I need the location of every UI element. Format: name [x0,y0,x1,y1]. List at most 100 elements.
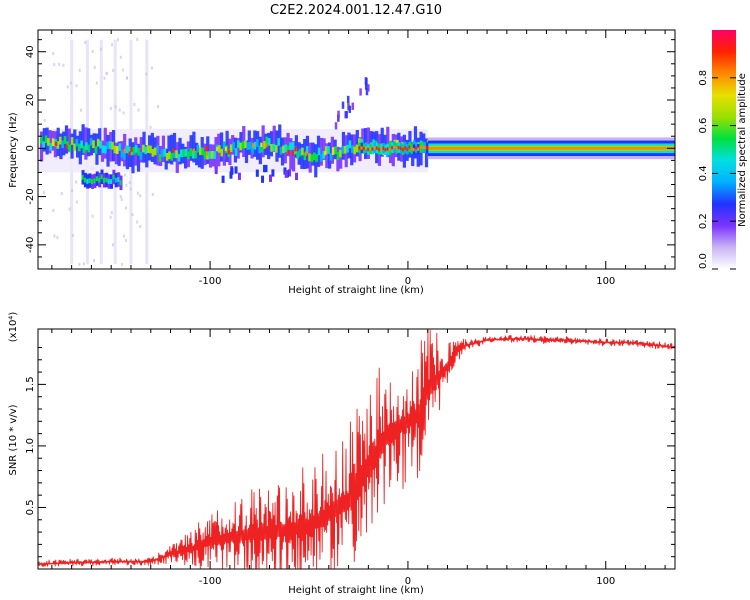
heatmap-cell [229,144,233,153]
spectrogram-frame [37,29,676,270]
heatmap-cell [269,174,273,182]
heatmap-cell [234,148,238,156]
heatmap-cell [221,175,225,183]
heatmap-cell [347,103,350,111]
heatmap-cell [264,164,268,173]
heatmap-speck [139,194,142,198]
heatmap-cell [296,151,299,159]
heatmap-cell [42,128,46,152]
heatmap-side-lobe-core [91,179,94,185]
x-tick-label: 100 [596,576,615,587]
heatmap-cell [125,146,130,170]
heatmap-hotspot [386,147,389,151]
heatmap-cell [324,146,328,154]
heatmap-cell [170,134,174,165]
heatmap-speck [105,71,108,75]
heatmap-cell [203,151,207,160]
heatmap-cell [267,138,271,146]
heatmap-hotspot [287,149,290,155]
heatmap-cell [153,147,157,156]
heatmap-cell [87,144,91,153]
heatmap-cell [208,151,212,159]
heatmap-hotspot [206,151,209,156]
snr-y-multiplier: (x10⁴) [8,312,19,343]
heatmap-cell [246,142,250,150]
heatmap-cell [348,105,352,113]
heatmap-cell [170,153,174,161]
heatmap-speck [99,47,102,51]
heatmap-hotspot [410,146,413,151]
heatmap-speck [52,52,55,56]
carrier-band [427,146,675,150]
heatmap-hotspot [65,144,68,149]
heatmap-cell [267,132,271,160]
heatmap-cell [341,131,346,160]
heatmap-cell [232,141,235,150]
heatmap-speck [93,258,96,262]
heatmap-speck [75,84,78,88]
heatmap-speck [111,43,114,47]
heatmap-cell [59,133,63,160]
figure-title: C2E2.2024.001.12.47.G10 [270,3,442,18]
heatmap-hotspot [397,145,400,150]
heatmap-cell [73,129,77,150]
heatmap-cell [165,153,169,161]
colorbar-ticks: 0.0 0.2 0.4 0.6 0.8 [698,70,736,270]
heatmap-cell [145,145,149,168]
heatmap-hotspot [415,145,417,150]
heatmap-hotspot [365,145,367,150]
heatmap-speck [91,49,94,53]
heatmap-cell [172,132,177,162]
heatmap-cell [337,110,340,118]
heatmap-hotspot [367,147,369,152]
x-tick-label: 0 [405,576,411,587]
spectrogram-marks [38,37,675,266]
heatmap-side-lobe-core [119,180,122,186]
heatmap-cell [366,127,370,159]
heatmap-cell [139,137,143,163]
heatmap-hotspot [224,146,227,152]
heatmap-hotspot [425,146,428,150]
heatmap-hotspot [227,149,231,155]
colorbar-tick-label: 0.2 [698,213,709,229]
heatmap-cell [348,140,352,149]
heatmap-cell [85,142,88,151]
heatmap-speck [110,211,113,215]
heatmap-cell [80,140,83,149]
heatmap-cell [51,138,55,147]
heatmap-hotspot [123,148,126,154]
heatmap-cell [68,144,72,153]
heatmap-side-lobe-core [107,179,110,184]
heatmap-cell [131,142,135,174]
heatmap-side-lobe-core [93,178,96,184]
heatmap-speck [103,76,106,80]
colorbar-tick-label: 0.4 [698,165,709,181]
heatmap-cell [151,148,155,157]
heatmap-cell [177,153,181,162]
heatmap-cell [286,145,290,154]
heatmap-cell [386,126,390,158]
heatmap-speck [69,81,72,85]
heatmap-speck [43,118,46,122]
heatmap-hotspot [369,147,372,151]
heatmap-hotspot [388,147,391,152]
heatmap-cell [192,131,196,163]
y-tick-label: 1.0 [25,438,36,454]
heatmap-cell [339,149,342,158]
heatmap-speck [136,191,139,195]
heatmap-cell [214,137,218,169]
heatmap-hotspot [252,143,255,148]
heatmap-side-lobe-core [114,177,117,183]
heatmap-speck [137,108,140,112]
heatmap-speck [139,224,142,228]
heatmap-cell [351,102,355,110]
heatmap-cell [294,135,298,158]
heatmap-cell [271,169,275,177]
heatmap-cell [305,146,309,154]
heatmap-speck [71,189,74,193]
heatmap-speck [109,106,112,110]
heatmap-cell [244,140,249,164]
heatmap-cell [103,127,107,159]
heatmap-cell [158,154,162,162]
heatmap-cell [213,151,216,159]
